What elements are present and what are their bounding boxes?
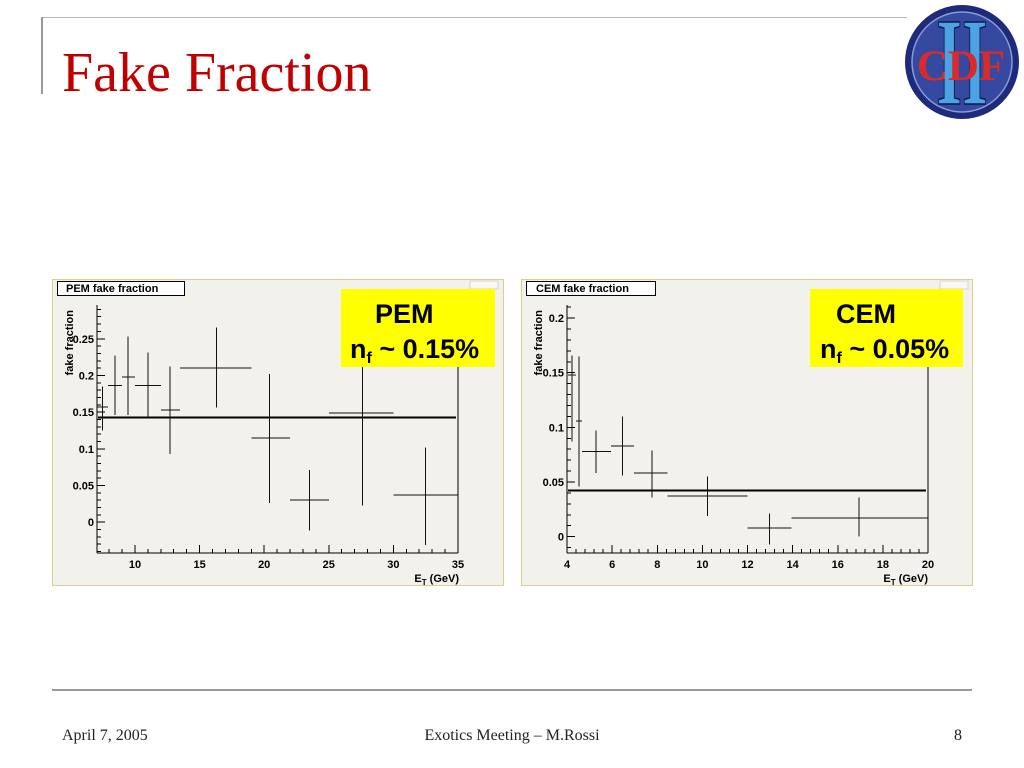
footer-event: Exotics Meeting – M.Rossi: [424, 727, 600, 744]
annotation-formula: nf ~ 0.15%: [350, 334, 479, 367]
left-rule: [41, 17, 43, 94]
pem-fake-fraction-chart: PEM fake fraction 10 15 20 25 30 35 0 0.05 0.1 0.…: [52, 279, 504, 586]
x-tick-label: 20: [258, 559, 270, 571]
y-tick-label: 0.05: [543, 477, 564, 489]
data-point: [581, 430, 611, 474]
data-point: [667, 476, 748, 516]
x-axis-label: ET (GeV): [883, 573, 928, 586]
data-point: [393, 447, 458, 545]
x-tick-label: 35: [452, 559, 464, 571]
chart-title-frame: [526, 281, 656, 296]
stats-box: [939, 280, 969, 290]
chart-title-box: PEM fake fraction: [57, 281, 185, 296]
y-tick-label: 0: [88, 517, 94, 529]
annotation-symbol: n: [820, 334, 837, 364]
x-tick-label: 12: [741, 559, 753, 571]
slide-title: Fake Fraction: [62, 42, 372, 104]
x-axis-label-sub: T: [422, 578, 427, 586]
x-axis-label-base: E: [883, 573, 890, 585]
annotation-value: ~ 0.15%: [372, 334, 479, 364]
x-tick-label: 10: [129, 559, 141, 571]
footer-date: April 7, 2005: [62, 727, 148, 744]
cem-chart-panel: CEM fake fraction 4 6 8 10 12 14 16 18 20 0 0.05 0.…: [521, 279, 973, 586]
chart-title-frame: [57, 281, 185, 296]
y-tick-label: 0.2: [549, 313, 564, 325]
plot-area: 10 15 20 25 30 35 0 0.05 0.1 0.15 0.2 0.25: [73, 305, 464, 571]
data-point: [180, 327, 252, 408]
cdf-logo: II CDF: [905, 3, 1019, 121]
logo-numeral: II: [936, 3, 987, 121]
y-tick-label: 0.15: [73, 407, 94, 419]
data-point: [576, 356, 582, 487]
logo-text: CDF: [917, 43, 1005, 90]
footer-rule: [52, 689, 972, 691]
annotation-value: ~ 0.05%: [842, 334, 949, 364]
cem-fake-fraction-chart: CEM fake fraction 4 6 8 10 12 14 16 18 20 0 0.05 0.…: [521, 279, 973, 586]
data-point: [160, 366, 181, 454]
data-point: [107, 355, 123, 416]
data-point: [328, 366, 394, 506]
chart-title: PEM fake fraction: [66, 283, 159, 295]
chart-title-box: CEM fake fraction: [526, 281, 656, 296]
x-tick-label: 14: [787, 559, 800, 571]
x-axis-label-sub: T: [891, 578, 896, 586]
x-tick-label: 18: [877, 559, 889, 571]
x-tick-label: 6: [609, 559, 615, 571]
y-tick-label: 0: [558, 532, 564, 544]
data-point: [633, 450, 668, 498]
data-point: [747, 513, 792, 545]
x-tick-label: 16: [832, 559, 844, 571]
y-tick-label: 0.15: [543, 368, 564, 380]
y-tick-label: 0.25: [73, 334, 94, 346]
x-tick-label: 25: [323, 559, 335, 571]
annotation-formula: nf ~ 0.05%: [820, 334, 949, 367]
annotation-symbol: n: [350, 334, 367, 364]
top-rule: [41, 17, 907, 18]
y-tick-label: 0.1: [79, 444, 94, 456]
x-tick-label: 4: [564, 559, 571, 571]
data-point: [290, 470, 329, 531]
annotation-box: PEM nf ~ 0.15%: [341, 289, 495, 367]
x-axis-label-base: E: [414, 573, 421, 585]
x-axis-label-unit: (GeV): [427, 573, 460, 585]
data-point: [134, 352, 161, 419]
x-tick-label: 30: [387, 559, 399, 571]
x-axis-label: ET (GeV): [414, 573, 459, 586]
data-point: [251, 373, 291, 504]
y-tick-label: 0.05: [73, 480, 94, 492]
data-point: [610, 416, 634, 476]
data-point: [567, 355, 577, 442]
data-point: [122, 336, 135, 416]
y-axis-label: fake fraction: [533, 310, 545, 376]
plot-area: 4 6 8 10 12 14 16 18 20 0 0.05 0.1 0.15 0.2: [543, 305, 934, 571]
chart-title: CEM fake fraction: [536, 283, 629, 295]
pem-chart-panel: PEM fake fraction 10 15 20 25 30 35 0 0.05 0.1 0.…: [52, 279, 504, 586]
x-tick-label: 10: [696, 559, 708, 571]
annotation-box: CEM nf ~ 0.05%: [810, 289, 963, 367]
y-tick-label: 0.2: [79, 370, 94, 382]
data-point: [791, 497, 928, 537]
x-axis-label-unit: (GeV): [896, 573, 929, 585]
annotation-subscript: f: [837, 350, 843, 367]
annotation-background: [810, 289, 963, 367]
annotation-subscript: f: [367, 350, 373, 367]
annotation-heading: PEM: [375, 299, 434, 329]
x-tick-label: 15: [193, 559, 205, 571]
x-tick-label: 20: [922, 559, 934, 571]
x-tick-label: 8: [654, 559, 660, 571]
footer-page-number: 8: [954, 727, 962, 744]
annotation-background: [341, 289, 495, 367]
y-axis-label: fake fraction: [64, 310, 76, 376]
annotation-heading: CEM: [836, 299, 896, 329]
data-point: [97, 386, 108, 431]
y-tick-label: 0.1: [549, 422, 564, 434]
logo-inner-disk: [911, 11, 1013, 113]
stats-box: [469, 280, 499, 290]
